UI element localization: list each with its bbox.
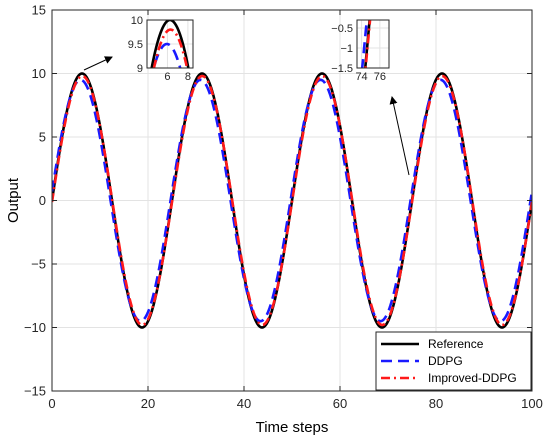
x-tick-label: 40 [237, 396, 251, 411]
insets-group: 6 8 9 9.5 10 74 76 −1.5 −1 −0.5 [128, 15, 390, 83]
y-tick-label: 0 [39, 193, 46, 208]
y-axis-label: Output [5, 177, 22, 223]
x-tick-label: 60 [333, 396, 347, 411]
inset-x-tick-label: 6 [164, 71, 170, 83]
legend: Reference DDPG Improved-DDPG [375, 331, 532, 391]
inset-x-tick-label: 74 [355, 71, 367, 83]
x-axis-label: Time steps [256, 419, 329, 436]
inset-series-group [360, 20, 372, 68]
inset-series-line-ddpg [360, 20, 369, 68]
inset-1: 6 8 9 9.5 10 [128, 15, 194, 83]
inset-x-tick-label: 76 [374, 71, 386, 83]
series-line-reference [52, 72, 532, 329]
inset-frame [356, 19, 390, 69]
y-tick-label: 15 [32, 3, 46, 18]
inset-2: 74 76 −1.5 −1 −0.5 [331, 19, 390, 83]
legend-label-reference: Reference [428, 337, 484, 351]
inset-x-tick-label: 8 [185, 71, 191, 83]
x-tick-label: 80 [429, 396, 443, 411]
main-series-group [52, 72, 532, 329]
y-tick-label: −10 [24, 320, 46, 335]
y-tick-label: 10 [32, 66, 46, 81]
series-line-improved-ddpg [52, 74, 532, 327]
inset-y-tick-label: 9 [137, 63, 143, 75]
main-ticks: 0 20 40 60 80 100 −15 −10 −5 0 5 10 15 [24, 3, 543, 412]
inset-y-tick-label: −1 [340, 43, 353, 55]
annotation-arrows [83, 56, 410, 176]
inset-y-tick-label: −1.5 [331, 63, 353, 75]
inset-series-group [150, 20, 190, 68]
y-tick-label: 5 [39, 130, 46, 145]
inset-frame [146, 19, 194, 69]
x-tick-label: 0 [48, 396, 55, 411]
y-tick-label: −5 [31, 257, 46, 272]
y-tick-label: −15 [24, 384, 46, 399]
series-line-ddpg [52, 78, 532, 323]
inset-y-tick-label: 9.5 [128, 39, 143, 51]
arrow-to-inset-1 [83, 56, 113, 71]
x-tick-label: 100 [521, 396, 543, 411]
inset-series-line-improved-ddpg [152, 28, 189, 68]
arrow-to-inset-2 [389, 96, 410, 176]
legend-label-improved-ddpg: Improved-DDPG [428, 371, 517, 385]
inset-y-tick-label: 10 [131, 15, 143, 27]
x-tick-label: 20 [141, 396, 155, 411]
legend-label-ddpg: DDPG [428, 354, 463, 368]
inset-y-tick-label: −0.5 [331, 23, 353, 35]
inset-series-line-reference [150, 20, 190, 68]
